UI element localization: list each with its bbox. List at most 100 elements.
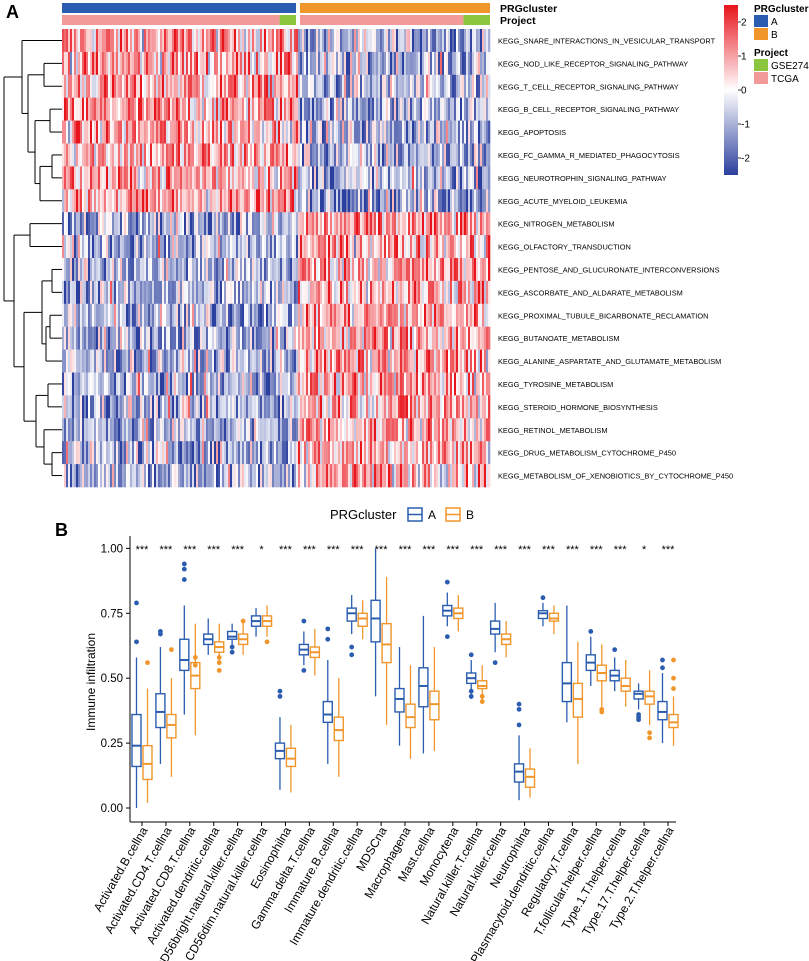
heatmap-row (62, 258, 491, 282)
heat-color-legend: 2 1 0 -1 -2 (724, 5, 750, 175)
box-b (548, 605, 560, 635)
box-iqr (633, 690, 644, 700)
box-iqr (394, 687, 405, 713)
significance-label: *** (446, 544, 460, 556)
y-axis-title: Immune infiltration (84, 633, 98, 731)
box-a (633, 683, 644, 723)
legend-swatch-a (754, 15, 768, 27)
box-a (418, 615, 429, 754)
heatmap-matrix (62, 29, 491, 488)
box-b (668, 657, 679, 746)
heatmap-row-label: KEGG_NOD_LIKE_RECEPTOR_SIGNALING_PATHWAY (498, 59, 688, 68)
outlier-point (181, 566, 187, 572)
outlier-point (671, 657, 676, 663)
y-tick-label: 0.50 (101, 673, 123, 685)
y-tick-label: 1.00 (101, 543, 123, 555)
box-iqr (381, 622, 392, 664)
heatmap-row-label: KEGG_ASCORBATE_AND_ALDARATE_METABOLISM (498, 288, 683, 297)
heatmap-row-label: KEGG_PENTOSE_AND_GLUCURONATE_INTERCONVER… (498, 265, 720, 274)
significance-label: *** (542, 544, 556, 556)
box-b (190, 623, 201, 736)
significance-label: *** (614, 544, 628, 556)
outlier-point (158, 629, 163, 634)
heatmap-row (62, 212, 491, 236)
box-b (500, 621, 512, 658)
heat-legend-tick-label: -1 (741, 120, 750, 131)
heatmap-row (62, 326, 491, 350)
boxplot-legend-title: PRGcluster (330, 507, 397, 522)
heatmap-row (62, 120, 491, 144)
box-iqr (524, 768, 536, 788)
heatmap-row (62, 143, 491, 167)
significance-label: *** (159, 544, 173, 556)
box-b (261, 605, 273, 645)
annotation-cluster-a (62, 3, 296, 13)
heatmap-row-label: KEGG_FC_GAMMA_R_MEDIATED_PHAGOCYTOSIS (498, 151, 680, 160)
box-b (453, 595, 464, 632)
box-iqr (418, 667, 429, 708)
outlier-point (192, 662, 198, 668)
outlier-point (229, 649, 235, 655)
box-iqr (155, 693, 166, 729)
significance-label: * (642, 544, 647, 556)
box-iqr (226, 630, 238, 640)
box-a (274, 688, 286, 790)
box-a (226, 623, 238, 655)
legend-title-project: Project (754, 48, 789, 59)
box-iqr (537, 609, 549, 620)
outlier-point (349, 644, 355, 650)
box-a (561, 605, 573, 723)
outlier-point (264, 639, 270, 645)
heatmap-row (62, 166, 491, 190)
heatmap-row (62, 280, 491, 305)
heatmap-row (62, 235, 491, 259)
outlier-point (636, 714, 641, 720)
significance-label: *** (327, 544, 341, 556)
outlier-point (169, 647, 174, 653)
legend-label-gse: GSE2748 (771, 61, 809, 72)
heatmap-row-labels: KEGG_SNARE_INTERACTIONS_IN_VESICULAR_TRA… (498, 36, 733, 480)
outlier-point (516, 701, 522, 707)
box-a (322, 626, 333, 764)
outlier-point (216, 668, 222, 673)
box-b (524, 748, 536, 798)
outlier-point (349, 652, 355, 658)
legend-swatch-b (754, 28, 768, 40)
outlier-point (181, 561, 187, 567)
heatmap-row-label: KEGG_BUTANOATE_METABOLISM (498, 334, 620, 343)
significance-label: *** (566, 544, 580, 556)
outlier-point (660, 657, 665, 663)
legend-label-tcga: TCGA (771, 74, 799, 85)
box-b (309, 628, 321, 676)
box-iqr (561, 661, 573, 703)
outlier-point (134, 600, 139, 606)
outlier-point (516, 706, 522, 712)
outlier-point (468, 693, 474, 699)
outlier-point (192, 655, 198, 660)
boxplot-legend-key-b (445, 507, 461, 522)
annotation-project-gse-a (279, 15, 296, 25)
heatmap-row (62, 189, 491, 213)
heat-legend-ticks: 2 1 0 -1 -2 (738, 18, 750, 165)
heat-legend-tick-label: -2 (741, 154, 750, 165)
box-b (572, 641, 584, 764)
box-a (466, 652, 477, 699)
box-b (357, 600, 368, 640)
box-iqr (477, 680, 488, 690)
outlier-point (468, 652, 474, 658)
outlier-point (671, 686, 676, 691)
heatmap-row-label: KEGG_B_CELL_RECEPTOR_SIGNALING_PATHWAY (498, 105, 679, 114)
outlier-point (181, 577, 187, 582)
significance-label: *** (662, 544, 676, 556)
legend-swatch-gse (754, 59, 768, 71)
box-iqr (668, 713, 679, 729)
outlier-point (599, 709, 605, 715)
box-a (442, 579, 453, 640)
panel-label-a: A (6, 2, 19, 22)
outlier-point (444, 634, 450, 640)
outlier-point (134, 639, 139, 645)
outlier-point (479, 693, 485, 699)
significance-label: *** (183, 544, 197, 556)
box-a (179, 561, 190, 715)
heatmap-row (62, 418, 491, 442)
